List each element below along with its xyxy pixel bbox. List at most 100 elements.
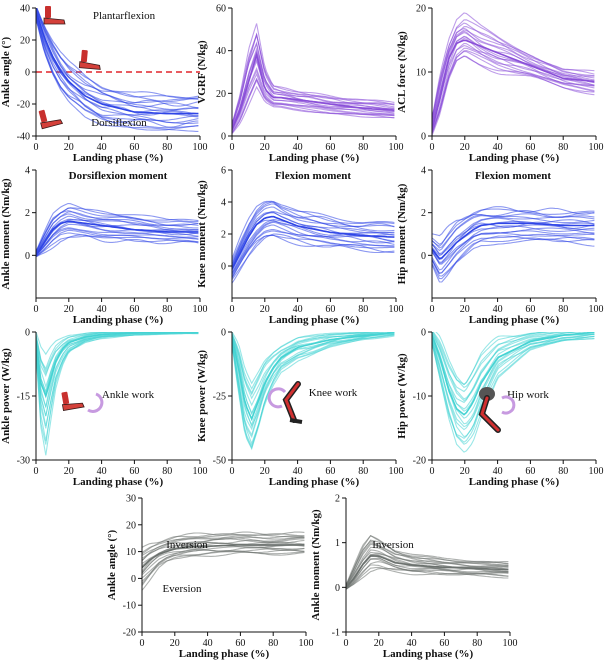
shank-segment (61, 391, 70, 405)
y-axis-label: VGRF (N/kg) (196, 40, 208, 104)
participant-trace (346, 543, 509, 587)
participant-trace (432, 332, 563, 393)
mean-trace (432, 39, 595, 130)
x-tick-label: 20 (170, 638, 180, 649)
participant-trace (36, 332, 101, 373)
participant-trace (36, 232, 199, 257)
participant-trace (142, 531, 305, 548)
x-tick-label: 60 (325, 304, 335, 315)
x-tick-label: 0 (344, 638, 349, 649)
foot-neutral-icon (78, 49, 101, 70)
participant-trace (432, 238, 595, 280)
y-axis-label: Ankle moment (Nm/kg) (310, 509, 322, 621)
x-tick-label: 80 (358, 304, 368, 315)
foot-dorsiflexion-icon (38, 109, 64, 130)
mean-trace (36, 220, 199, 256)
participant-trace (346, 546, 509, 588)
x-tick-label: 40 (293, 304, 303, 315)
y-axis-label: ACL force (N/kg) (396, 31, 408, 113)
x-tick-label: 40 (293, 466, 303, 477)
participant-trace (232, 234, 395, 284)
chart-ankle-power: 0 20 40 60 80 100 -30 -15 0 Landing phase (%) Ankl… (0, 328, 208, 489)
participant-trace (432, 225, 595, 265)
participant-trace (346, 539, 509, 586)
x-tick-label: 20 (260, 466, 270, 477)
participant-trace (232, 72, 395, 131)
mean-trace (142, 544, 305, 569)
chart-hip-moment: 0 20 40 60 80 100 0 2 4 Landing phase (%) Hip mome… (396, 166, 604, 327)
x-tick-label: 100 (589, 466, 604, 477)
x-tick-label: 0 (34, 304, 39, 315)
y-tick-label: 0 (221, 262, 226, 273)
participant-trace (36, 332, 112, 356)
y-tick-label: 0 (25, 251, 30, 262)
y-tick-label: 0 (25, 68, 30, 79)
x-tick-label: 80 (268, 638, 278, 649)
participant-trace (432, 333, 595, 428)
trace-group (232, 200, 395, 284)
participant-trace (232, 23, 395, 125)
x-tick-label: 20 (64, 304, 74, 315)
participant-trace (232, 211, 395, 268)
hip-leg-segment (480, 396, 500, 432)
participant-trace (36, 14, 199, 121)
hip-limb-icon (478, 387, 501, 433)
x-tick-label: 60 (129, 304, 139, 315)
x-tick-label: 60 (129, 466, 139, 477)
x-axis-label: Landing phase (%) (179, 648, 270, 660)
shank-segment (38, 109, 48, 123)
participant-trace (346, 558, 509, 590)
x-tick-label: 60 (525, 304, 535, 315)
mean-trace (232, 215, 395, 270)
participant-trace (142, 533, 305, 555)
x-tick-label: 60 (235, 638, 245, 649)
x-tick-label: 60 (525, 142, 535, 153)
participant-trace (432, 233, 595, 274)
x-tick-label: 40 (493, 466, 503, 477)
mean-trace (432, 332, 595, 416)
annotation-label: Eversion (162, 583, 202, 595)
participant-trace (232, 333, 395, 439)
pelvis-segment (479, 387, 495, 401)
participant-trace (36, 223, 199, 256)
participant-trace (432, 332, 586, 400)
x-tick-label: 60 (525, 466, 535, 477)
participant-trace (142, 536, 305, 559)
x-tick-label: 40 (407, 638, 417, 649)
x-tick-label: 0 (230, 466, 235, 477)
x-axis-label: Landing phase (%) (269, 476, 360, 488)
x-tick-label: 20 (460, 466, 470, 477)
chart-ankle-moment: 0 20 40 60 80 100 0 2 4 Landing phase (%) Ankle mo… (0, 166, 208, 327)
participant-trace (232, 69, 395, 131)
y-tick-label: -20 (123, 628, 136, 639)
foot-segment (40, 119, 64, 130)
annotation-label: Hip work (507, 389, 549, 401)
participant-trace (432, 50, 595, 134)
x-tick-label: 100 (193, 466, 208, 477)
participant-trace (432, 29, 595, 121)
trace-group (232, 23, 395, 135)
foot-segment (78, 61, 101, 70)
participant-trace (36, 10, 199, 112)
participant-trace (432, 237, 595, 283)
panel-title: Flexion moment (475, 170, 551, 182)
trace-group (142, 531, 305, 591)
x-tick-label: 100 (589, 142, 604, 153)
participant-trace (36, 234, 199, 258)
annotation-label: Inversion (372, 539, 414, 551)
participant-trace (432, 333, 595, 431)
participant-trace (232, 203, 395, 265)
participant-trace (36, 15, 199, 128)
participant-trace (432, 206, 595, 237)
x-tick-label: 80 (558, 142, 568, 153)
foot-segment (61, 402, 85, 412)
x-tick-label: 20 (64, 466, 74, 477)
x-axis-label: Landing phase (%) (269, 152, 360, 164)
y-axis-label: Knee moment (Nm/kg) (196, 180, 208, 288)
annotation-label: Knee work (309, 387, 358, 399)
x-tick-label: 80 (558, 466, 568, 477)
y-tick-label: 10 (126, 547, 136, 558)
y-tick-label: 0 (421, 132, 426, 143)
shank-segment (45, 6, 51, 18)
